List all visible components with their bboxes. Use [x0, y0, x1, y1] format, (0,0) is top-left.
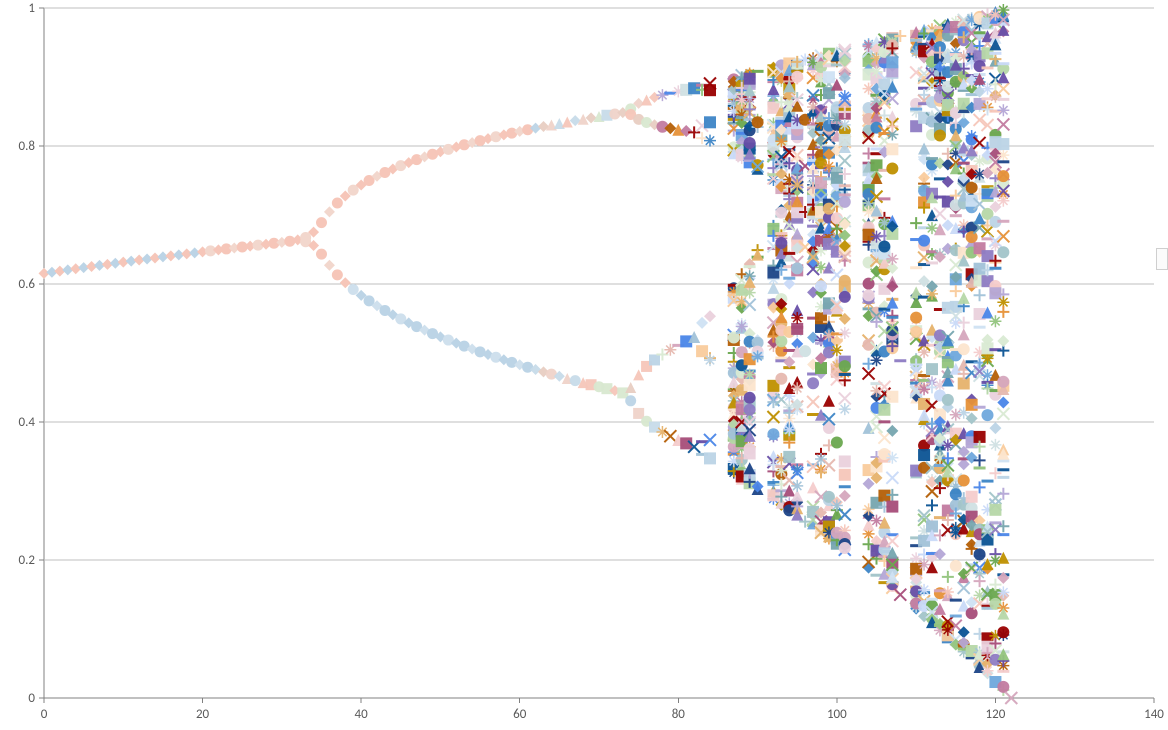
svg-text:0: 0: [28, 691, 35, 706]
svg-text:100: 100: [827, 707, 847, 722]
svg-text:0.2: 0.2: [19, 553, 36, 568]
chart-svg: 0 0.2 0.4 0.6 0.8 1 0 20 40 60 80 100 120 140: [0, 0, 1168, 730]
svg-text:0.8: 0.8: [19, 139, 36, 154]
svg-text:0.6: 0.6: [19, 277, 36, 292]
legend-stub: [1156, 248, 1168, 270]
svg-text:40: 40: [355, 707, 369, 722]
svg-text:20: 20: [196, 707, 210, 722]
svg-text:0.4: 0.4: [19, 415, 36, 430]
svg-text:80: 80: [672, 707, 686, 722]
svg-text:0: 0: [41, 707, 48, 722]
bifurcation-scatter-chart: 0 0.2 0.4 0.6 0.8 1 0 20 40 60 80 100 120 140: [0, 0, 1168, 730]
svg-text:60: 60: [513, 707, 527, 722]
svg-text:140: 140: [1144, 707, 1164, 722]
svg-text:1: 1: [28, 1, 35, 16]
svg-text:120: 120: [986, 707, 1006, 722]
